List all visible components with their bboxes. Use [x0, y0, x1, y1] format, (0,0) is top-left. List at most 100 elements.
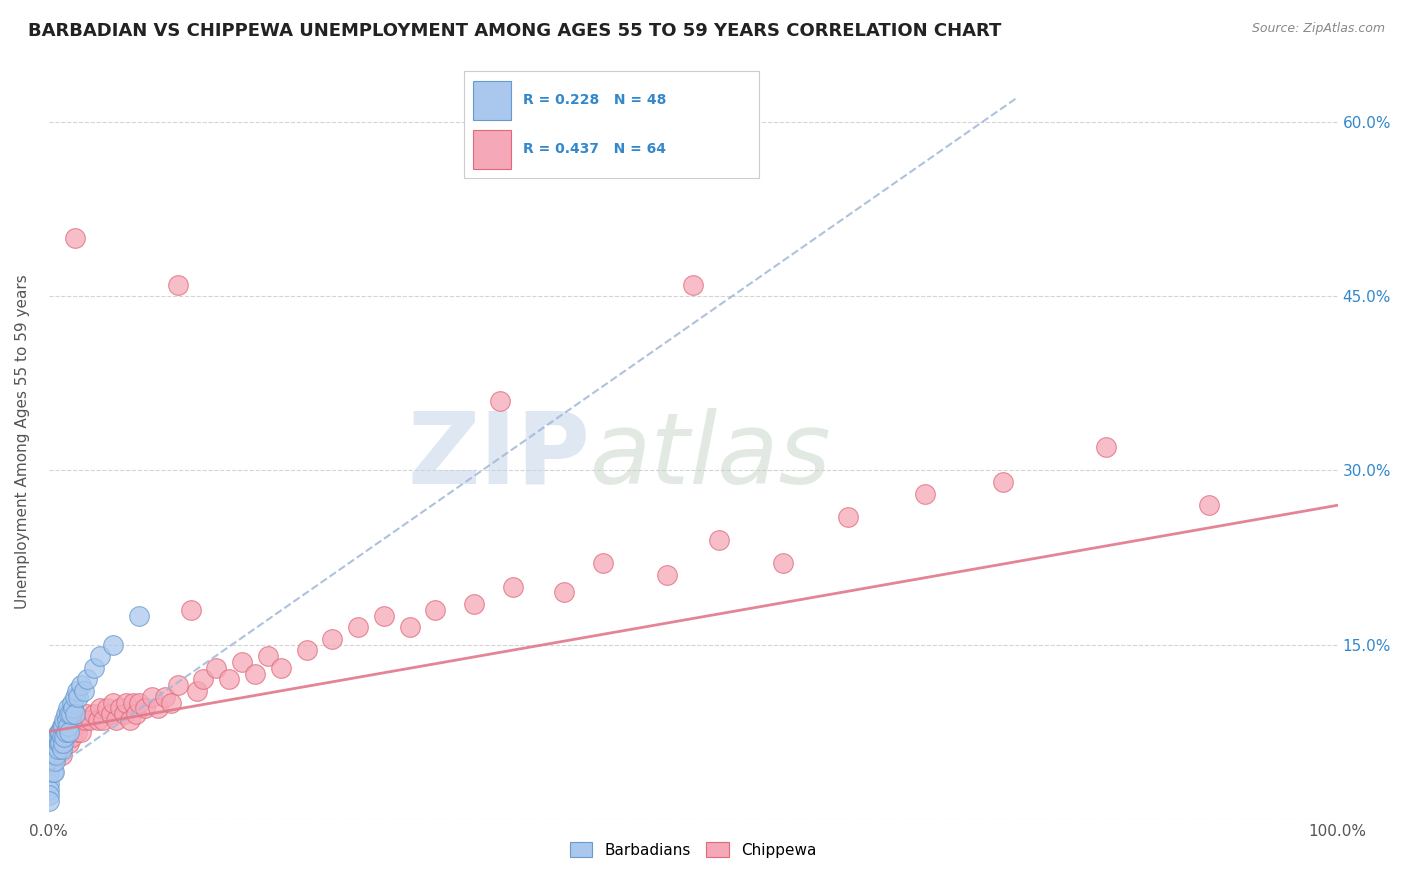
Point [55, 707, 77, 722]
Point [38, 789, 60, 803]
Point [42, 765, 65, 780]
Point [51, 736, 73, 750]
Point [41, 754, 63, 768]
Point [218, 673, 240, 687]
Point [66, 684, 89, 698]
Point [103, 696, 125, 710]
Point [38, 765, 60, 780]
Point [53, 731, 76, 745]
Point [160, 696, 183, 710]
Text: R = 0.437   N = 64: R = 0.437 N = 64 [523, 143, 666, 156]
Point [67, 690, 90, 704]
Point [166, 277, 188, 292]
Point [52, 736, 75, 750]
Point [914, 486, 936, 500]
Point [991, 475, 1014, 489]
Point [44, 754, 66, 768]
Point [108, 701, 131, 715]
Point [243, 666, 266, 681]
Point [128, 608, 150, 623]
Y-axis label: Unemployment Among Ages 55 to 59 years: Unemployment Among Ages 55 to 59 years [15, 274, 30, 608]
Point [70, 724, 93, 739]
Point [63, 707, 86, 722]
Point [59, 707, 82, 722]
FancyBboxPatch shape [472, 130, 512, 169]
Point [193, 673, 215, 687]
Point [46, 731, 69, 745]
Point [63, 231, 86, 245]
Point [58, 707, 80, 722]
Point [45, 736, 67, 750]
Point [48, 736, 70, 750]
Point [38, 777, 60, 791]
Point [91, 713, 114, 727]
Point [100, 707, 122, 722]
Text: BARBADIAN VS CHIPPEWA UNEMPLOYMENT AMONG AGES 55 TO 59 YEARS CORRELATION CHART: BARBADIAN VS CHIPPEWA UNEMPLOYMENT AMONG… [28, 22, 1001, 40]
Point [56, 724, 79, 739]
Point [70, 713, 93, 727]
Point [51, 747, 73, 762]
Point [76, 673, 98, 687]
Point [55, 724, 77, 739]
Point [96, 701, 118, 715]
FancyBboxPatch shape [472, 81, 512, 120]
Point [66, 724, 89, 739]
Point [270, 661, 292, 675]
Point [118, 713, 141, 727]
Point [46, 742, 69, 756]
Point [153, 690, 176, 704]
Text: ZIP: ZIP [408, 408, 591, 505]
Point [56, 713, 79, 727]
Point [38, 782, 60, 797]
Point [38, 794, 60, 808]
Point [89, 701, 111, 715]
Point [112, 707, 135, 722]
Point [79, 713, 101, 727]
Point [1094, 440, 1116, 454]
Point [46, 742, 69, 756]
Point [148, 701, 170, 715]
Point [44, 747, 66, 762]
Point [134, 701, 156, 715]
Point [180, 603, 202, 617]
Point [682, 277, 704, 292]
Point [128, 696, 150, 710]
Point [125, 707, 148, 722]
Point [60, 731, 83, 745]
Point [38, 765, 60, 780]
Point [231, 655, 253, 669]
Point [83, 661, 105, 675]
Point [463, 597, 485, 611]
Point [51, 731, 73, 745]
Point [49, 736, 72, 750]
Point [502, 580, 524, 594]
Point [553, 585, 575, 599]
Point [398, 620, 420, 634]
Text: Source: ZipAtlas.com: Source: ZipAtlas.com [1251, 22, 1385, 36]
Point [56, 701, 79, 715]
Point [141, 690, 163, 704]
Point [53, 713, 76, 727]
Point [41, 765, 63, 780]
Point [51, 742, 73, 756]
Point [657, 568, 679, 582]
Point [103, 638, 125, 652]
Point [373, 608, 395, 623]
Point [87, 713, 110, 727]
Point [51, 719, 73, 733]
Point [321, 632, 343, 646]
Point [52, 719, 75, 733]
Point [295, 643, 318, 657]
Text: R = 0.228   N = 48: R = 0.228 N = 48 [523, 94, 666, 107]
Point [121, 696, 143, 710]
Point [425, 603, 447, 617]
Point [837, 509, 859, 524]
Point [115, 696, 138, 710]
Point [104, 713, 127, 727]
Point [166, 678, 188, 692]
Point [83, 707, 105, 722]
Point [186, 684, 208, 698]
Point [772, 556, 794, 570]
Point [73, 713, 96, 727]
Point [257, 649, 280, 664]
